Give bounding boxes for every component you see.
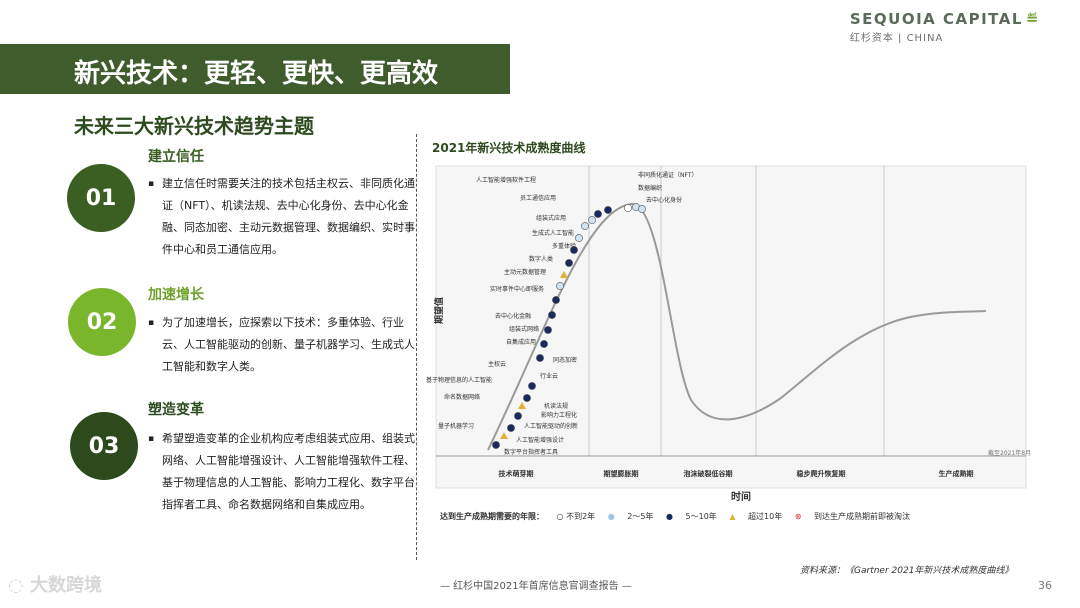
curve-point [514,412,522,420]
legend-item-5to10: ● 5～10年 [665,512,717,521]
section-3-body: 希望塑造变革的企业机构应考虑组装式应用、组装式网络、人工智能增强设计、人工智能增… [148,428,420,516]
phase-label: 生产成熟期 [939,469,974,478]
hype-cycle-chart: 期望值 截至2021年8月 时间 技术萌芽期 期望膨胀期 泡沫破裂低谷期 稳步爬升恢复… [426,160,1036,530]
point-label-left: 数字人类 [529,255,553,263]
point-label-left: 自集成应用 [506,338,536,346]
left-labels: 人工智能增强软件工程员工通信应用组装式应用生成式人工智能多重体验数字人类主动元数… [426,176,576,430]
point-label-right: 人工智能增强设计 [516,436,564,444]
section-3-number: 03 [70,412,138,480]
point-label-right: 机读法规 [544,402,568,410]
point-label-right: 同态加密 [553,356,577,364]
point-label-right: 数字平台指挥者工具 [504,448,558,456]
date-note: 截至2021年8月 [988,449,1031,457]
section-1-title: 建立信任 [148,149,204,165]
point-label-right: 行业云 [540,372,558,380]
point-label-right: 非同质化通证（NFT） [638,171,698,179]
legend-title: 达到生产成熟期需要的年限： [440,512,544,521]
chart-legend: 达到生产成熟期需要的年限： ○ 不到2年 ● 2～5年 ● 5～10年 ▲ 超过… [440,511,920,522]
point-label-left: 主权云 [488,360,506,368]
brand-sub: 红杉资本 | CHINA [849,33,944,44]
vertical-divider [416,134,417,560]
page-title: 新兴技术：更轻、更快、更高效 [74,59,439,89]
point-label-left: 生成式人工智能 [532,229,574,237]
legend-item-lt2: ○ 不到2年 [556,512,596,521]
section-2-body: 为了加速增长，应探索以下技术：多重体验、行业云、人工智能驱动的创新、量子机器学习… [148,312,420,378]
watermark-icon: ◌ [8,575,24,596]
point-label-right: 去中心化身份 [646,196,682,204]
curve-point [624,204,632,212]
watermark-text: 大数跨境 [30,575,102,596]
data-points [492,203,646,449]
section-1-body: 建立信任时需要关注的技术包括主权云、非同质化通证（NFT）、机读法规、去中心化身… [148,173,420,261]
brand: SEQUOIA CAPITAL ≝ 红杉资本 | CHINA [850,10,1040,44]
point-label-left: 基于物理信息的人工智能 [426,376,492,384]
phase-label: 泡沫破裂低谷期 [684,469,733,478]
section-3-title: 塑造变革 [148,402,204,418]
curve-point [604,206,612,214]
legend-item-2to5: ● 2～5年 [607,512,654,521]
legend-item-obsolete: ⊗ 到达生产成熟期前即被淘汰 [794,512,911,521]
curve-point [544,326,552,334]
y-axis-label: 期望值 [433,297,445,324]
curve-point [518,402,526,409]
curve-point [500,432,508,439]
curve-point [570,246,578,254]
curve-point [548,311,556,319]
curve-point [560,271,568,278]
hype-cycle-svg: 期望值 截至2021年8月 时间 技术萌芽期 期望膨胀期 泡沫破裂低谷期 稳步爬升恢复… [426,165,1031,503]
section-1-number: 01 [67,164,135,232]
point-label-left: 主动元数据管理 [504,268,546,276]
source-note: 资料来源：《Gartner 2021年新兴技术成熟度曲线》 [800,566,1014,576]
curve-point [565,259,573,267]
x-axis-label: 时间 [731,490,751,503]
point-label-left: 员工通信应用 [520,194,556,202]
page-number: 36 [1038,579,1052,592]
point-label-left: 组装式应用 [536,214,566,222]
point-label-left: 命名数据网络 [444,393,480,401]
legend-item-gt10: ▲ 超过10年 [729,512,783,521]
curve-point [552,296,560,304]
curve-point [492,441,500,449]
curve-point [638,205,646,213]
curve-point [528,382,536,390]
curve-point [540,340,548,348]
brand-mark-icon: ≝ [1025,10,1040,28]
point-label-left: 人工智能增强软件工程 [476,176,536,184]
right-labels: 非同质化通证（NFT） 数据编织去中心化身份同态加密行业云机读法规影响力工程化人工… [504,171,698,456]
phase-labels: 技术萌芽期 期望膨胀期 泡沫破裂低谷期 稳步爬升恢复期 生产成熟期 [499,469,974,478]
phase-label: 技术萌芽期 [499,469,534,478]
point-label-right: 数据编织 [638,184,662,192]
point-label-right: 影响力工程化 [541,411,577,419]
point-label-left: 去中心化金融 [495,312,531,320]
phase-label: 稳步爬升恢复期 [797,469,846,478]
watermark-logo: ◌ 大数跨境 [8,571,102,597]
point-label-left: 组装式网络 [509,325,539,333]
chart-title: 2021年新兴技术成熟度曲线 [432,141,586,155]
section-2-title: 加速增长 [148,287,204,303]
curve-point [536,354,544,362]
curve-point [588,216,596,224]
phase-label: 期望膨胀期 [604,469,639,478]
hype-curve [487,202,987,451]
point-label-left: 实时事件中心即服务 [490,285,544,293]
point-label-left: 多重体验 [552,242,576,250]
curve-point [556,282,564,290]
curve-point [507,424,515,432]
curve-point [575,234,583,242]
brand-name: SEQUOIA CAPITAL [849,10,1023,28]
curve-point [581,222,589,230]
plot-area [435,165,1027,489]
point-label-left: 量子机器学习 [438,422,474,430]
footer-text: — 红杉中国2021年首席信息官调查报告 — [440,581,632,592]
point-label-right: 人工智能驱动的创新 [524,422,578,430]
subtitle: 未来三大新兴技术趋势主题 [74,114,314,138]
curve-point [594,210,602,218]
curve-point [523,394,531,402]
section-2-number: 02 [68,288,136,356]
title-bar: 新兴技术：更轻、更快、更高效 [0,44,510,94]
